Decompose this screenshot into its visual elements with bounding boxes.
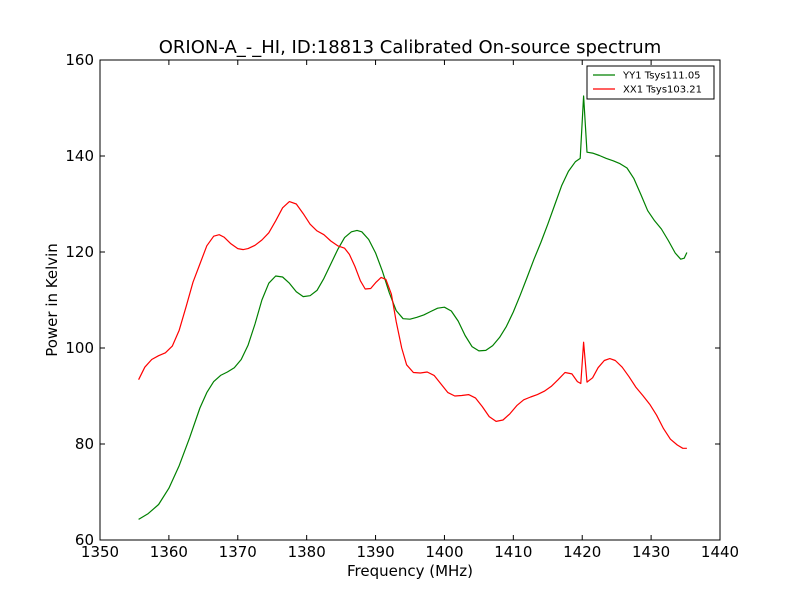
series-line-0 bbox=[138, 95, 688, 520]
x-tick-label: 1350 bbox=[81, 543, 119, 561]
x-tick-label: 1370 bbox=[219, 543, 257, 561]
chart-title: ORION-A_-_HI, ID:18813 Calibrated On-sou… bbox=[159, 37, 662, 58]
x-tick-label: 1420 bbox=[563, 543, 601, 561]
legend-label-1: XX1 Tsys103.21 bbox=[623, 85, 702, 96]
y-axis-label: Power in Kelvin bbox=[43, 243, 61, 357]
x-tick-label: 1380 bbox=[288, 543, 326, 561]
x-axis: 1350 1360 1370 1380 1390 1400 1410 1420 1430 1440 bbox=[81, 60, 739, 561]
series-layer bbox=[138, 95, 688, 520]
x-tick-label: 1360 bbox=[150, 543, 188, 561]
y-tick-label: 160 bbox=[65, 51, 94, 69]
x-axis-label: Frequency (MHz) bbox=[347, 562, 473, 580]
x-tick-label: 1440 bbox=[701, 543, 739, 561]
y-tick-label: 60 bbox=[75, 531, 94, 549]
x-tick-label: 1400 bbox=[425, 543, 463, 561]
y-tick-label: 100 bbox=[65, 339, 94, 357]
legend: YY1 Tsys111.05 XX1 Tsys103.21 bbox=[586, 65, 715, 100]
x-tick-label: 1430 bbox=[632, 543, 670, 561]
y-tick-label: 140 bbox=[65, 147, 94, 165]
legend-box bbox=[586, 65, 715, 100]
legend-label-0: YY1 Tsys111.05 bbox=[622, 71, 701, 82]
x-tick-label: 1390 bbox=[356, 543, 394, 561]
series-line-1 bbox=[138, 201, 687, 449]
plot-frame bbox=[99, 59, 721, 541]
y-tick-label: 80 bbox=[75, 435, 94, 453]
x-tick-label: 1410 bbox=[494, 543, 532, 561]
y-tick-label: 120 bbox=[65, 243, 94, 261]
y-axis: 60 80 100 120 140 160 bbox=[65, 51, 720, 549]
